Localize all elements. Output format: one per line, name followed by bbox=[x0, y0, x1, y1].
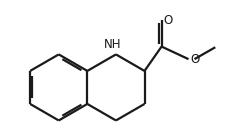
Text: O: O bbox=[190, 53, 199, 66]
Text: O: O bbox=[164, 14, 173, 27]
Text: NH: NH bbox=[104, 38, 122, 51]
